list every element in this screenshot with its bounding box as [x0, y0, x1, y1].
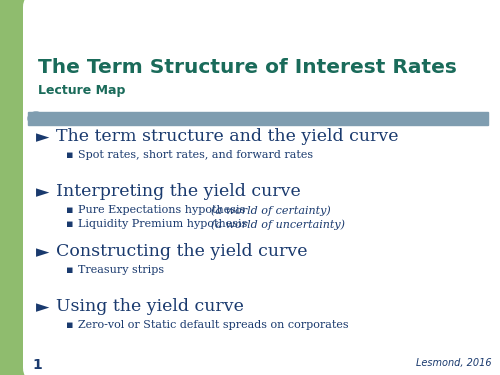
Bar	[28, 112, 488, 125]
Text: Spot rates, short rates, and forward rates: Spot rates, short rates, and forward rat…	[78, 150, 313, 160]
Text: (a world of uncertainty): (a world of uncertainty)	[212, 219, 346, 230]
Bar	[0, 0, 120, 55]
Text: ▪: ▪	[66, 219, 74, 229]
Text: ►: ►	[36, 298, 50, 316]
Text: Treasury strips: Treasury strips	[78, 265, 164, 275]
Text: Lesmond, 2016: Lesmond, 2016	[416, 358, 492, 368]
Text: Interpreting the yield curve: Interpreting the yield curve	[56, 183, 301, 200]
Text: ►: ►	[36, 243, 50, 261]
Text: ►: ►	[36, 183, 50, 201]
Text: ▪: ▪	[66, 205, 74, 215]
Text: Using the yield curve: Using the yield curve	[56, 298, 244, 315]
Text: Constructing the yield curve: Constructing the yield curve	[56, 243, 308, 260]
Text: ►: ►	[36, 128, 50, 146]
Text: ▪: ▪	[66, 320, 74, 330]
Text: Zero-vol or Static default spreads on corporates: Zero-vol or Static default spreads on co…	[78, 320, 348, 330]
Text: ▪: ▪	[66, 150, 74, 160]
Text: Liquidity Premium hypothesis: Liquidity Premium hypothesis	[78, 219, 251, 229]
Text: The term structure and the yield curve: The term structure and the yield curve	[56, 128, 398, 145]
Text: Pure Expectations hypothesis: Pure Expectations hypothesis	[78, 205, 249, 215]
Text: (a world of certainty): (a world of certainty)	[212, 205, 331, 216]
Text: ▪: ▪	[66, 265, 74, 275]
Text: Lecture Map: Lecture Map	[38, 84, 126, 97]
Ellipse shape	[28, 112, 44, 125]
FancyBboxPatch shape	[23, 0, 500, 375]
Text: 1: 1	[32, 358, 42, 372]
Bar	[0, 0, 28, 375]
Text: The Term Structure of Interest Rates: The Term Structure of Interest Rates	[38, 58, 457, 77]
